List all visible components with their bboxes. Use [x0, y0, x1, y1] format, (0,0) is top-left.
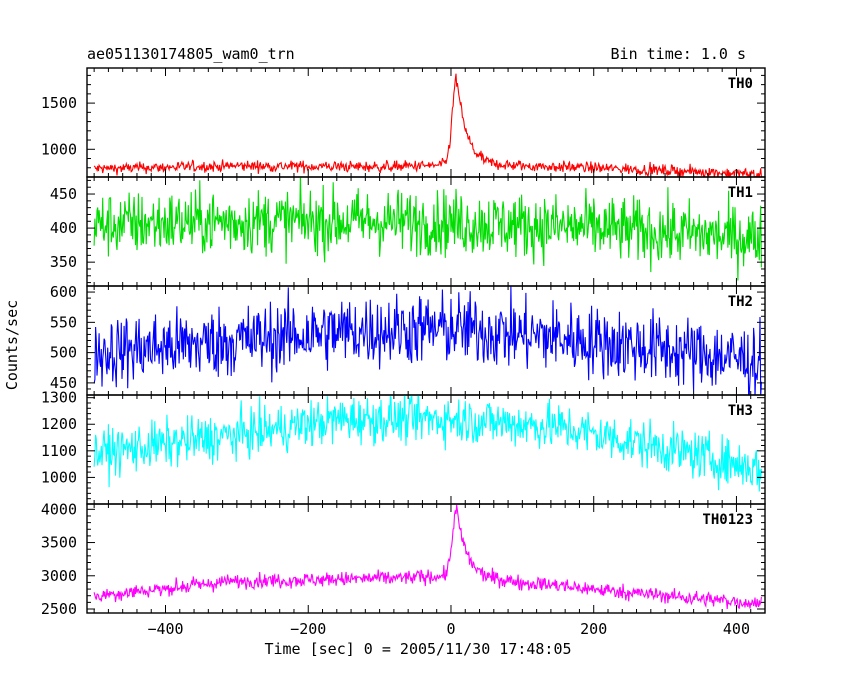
- panel-th2: 450 500 550 600 TH2: [50, 283, 766, 396]
- y-axis-title: Counts/sec: [3, 300, 21, 390]
- panel-label-th0: TH0: [728, 76, 753, 92]
- y-tick-label: 1300: [41, 389, 77, 407]
- y-tick-label: 1100: [41, 442, 77, 460]
- y-tick-label: 550: [50, 313, 77, 331]
- x-tick-label: −400: [147, 620, 183, 638]
- series-line-th0123: [93, 504, 762, 610]
- panel-th3: 1000 1100 1200 1300 TH3: [41, 389, 766, 505]
- y-tick-label: 1000: [41, 468, 77, 486]
- y-tick-label: 500: [50, 344, 77, 362]
- y-tick-label: 3000: [41, 567, 77, 585]
- y-tick-label: 350: [50, 253, 77, 271]
- x-tick-label: −200: [290, 620, 326, 638]
- y-tick-label: 3500: [41, 534, 77, 552]
- panel-frame: [86, 67, 766, 178]
- y-tick-label: 1500: [41, 94, 77, 112]
- y-tick-label: 450: [50, 374, 77, 392]
- title-left: ae051130174805_wam0_trn: [87, 45, 295, 63]
- panel-label-th0123: TH0123: [702, 512, 753, 528]
- y-tick-label: 450: [50, 185, 77, 203]
- panel-th0123: 2500 3000 3500 4000 TH0123: [41, 500, 766, 618]
- panels-group: 1000 1500 TH0 350 400 450 TH1 450 500 550 600 TH2 10…: [41, 67, 766, 618]
- panel-label-th2: TH2: [728, 294, 753, 310]
- y-tick-label: 1200: [41, 415, 77, 433]
- series-line-th0: [93, 73, 762, 177]
- series-line-th3: [93, 395, 762, 492]
- series-line-th2: [93, 286, 762, 395]
- y-tick-label: 600: [50, 283, 77, 301]
- y-tick-label: 4000: [41, 500, 77, 518]
- panel-th0: 1000 1500 TH0: [41, 67, 766, 178]
- x-tick-labels: −400 −200 0 200 400: [147, 620, 750, 638]
- series-line-th1: [93, 177, 762, 281]
- y-tick-label: 2500: [41, 600, 77, 618]
- x-tick-label: 0: [446, 620, 455, 638]
- y-tick-label: 1000: [41, 140, 77, 158]
- panel-th1: 350 400 450 TH1: [50, 176, 766, 287]
- y-tick-label: 400: [50, 219, 77, 237]
- panel-label-th1: TH1: [728, 185, 753, 201]
- x-tick-label: 400: [723, 620, 750, 638]
- panel-frame: [86, 503, 766, 614]
- x-axis-title: Time [sec] 0 = 2005/11/30 17:48:05: [264, 640, 571, 658]
- title-right: Bin time: 1.0 s: [611, 45, 746, 63]
- x-tick-label: 200: [580, 620, 607, 638]
- panel-label-th3: TH3: [728, 403, 753, 419]
